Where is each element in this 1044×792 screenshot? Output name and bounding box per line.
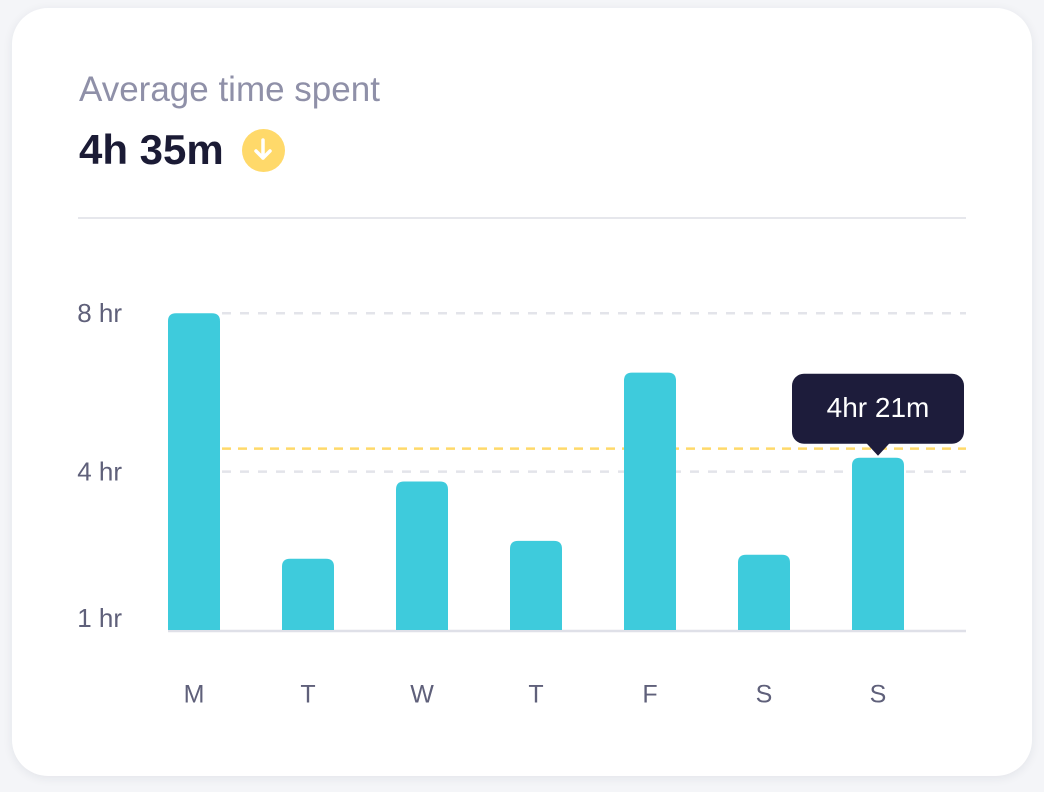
y-tick-label: 1 hr <box>77 603 122 633</box>
bar-0[interactable] <box>168 313 220 630</box>
bar-2[interactable] <box>396 481 448 631</box>
y-axis-ticks: 1 hr 4 hr 8 hr <box>77 298 122 633</box>
bar-3[interactable] <box>510 540 562 630</box>
bars <box>168 313 904 630</box>
bar-5[interactable] <box>738 554 790 630</box>
bar-6[interactable] <box>852 457 904 630</box>
tooltip-text: 4hr 21m <box>827 392 930 423</box>
x-tick-label: S <box>756 681 773 709</box>
header-divider <box>78 217 966 219</box>
x-tick-label: T <box>528 681 543 709</box>
x-tick-label: F <box>642 681 657 709</box>
bar-4[interactable] <box>624 372 676 630</box>
x-tick-label: S <box>870 681 887 709</box>
x-tick-label: W <box>410 681 434 709</box>
tooltip-pointer <box>866 442 890 456</box>
x-tick-label: M <box>184 681 205 709</box>
metric-label: Average time spent <box>79 70 380 109</box>
y-tick-label: 8 hr <box>77 298 122 328</box>
tooltip-group: 4hr 21m <box>792 373 964 456</box>
bar-1[interactable] <box>282 558 334 630</box>
grid-lines <box>168 311 966 633</box>
x-tick-label: T <box>300 681 315 709</box>
metric-value-row: 4h 35m <box>79 126 285 174</box>
metric-value: 4h 35m <box>79 126 224 173</box>
y-tick-label: 4 hr <box>77 456 122 486</box>
arrow-down-icon <box>241 128 285 172</box>
tooltip-box <box>792 373 964 444</box>
